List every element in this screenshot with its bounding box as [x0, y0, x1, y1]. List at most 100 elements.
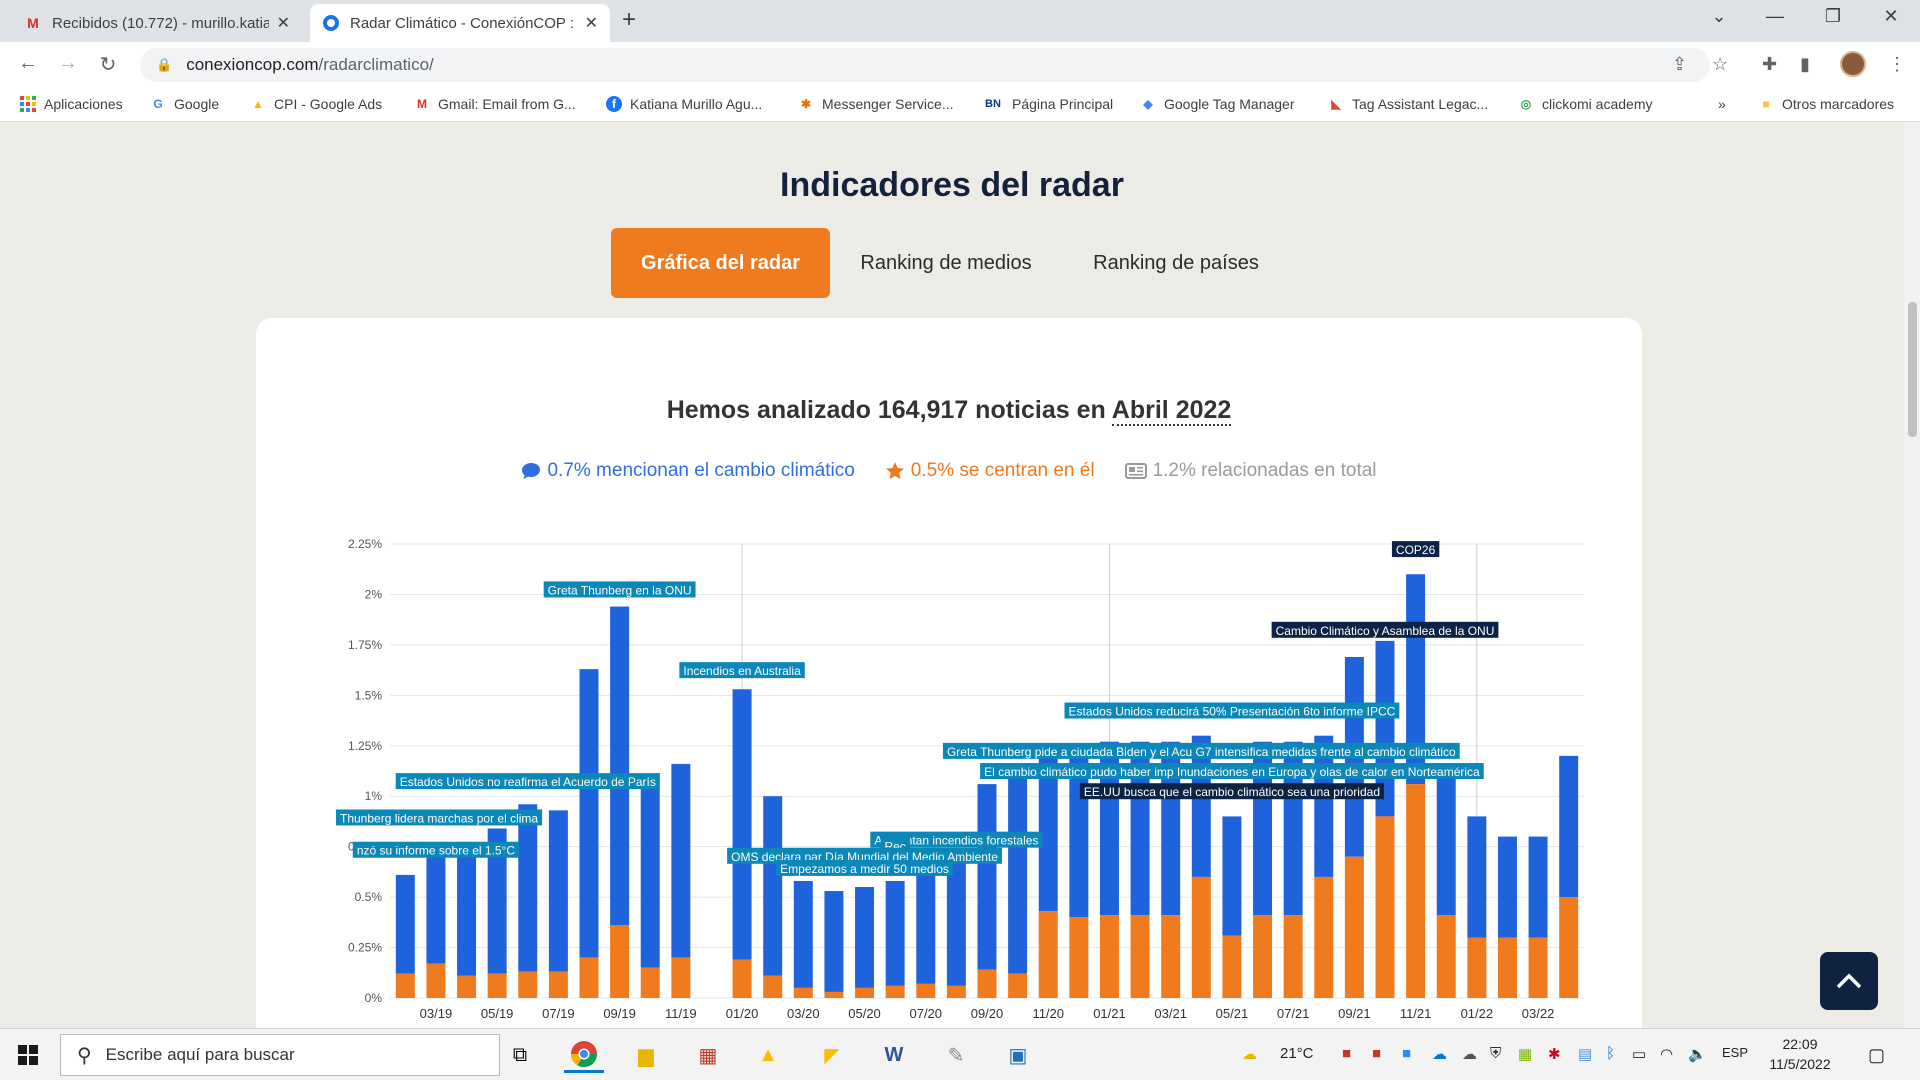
- chrome-app-icon[interactable]: [564, 1037, 604, 1073]
- weather-icon[interactable]: ☁: [1242, 1046, 1257, 1063]
- bar-segment-focus: [946, 985, 966, 998]
- bookmark-google[interactable]: G Google: [150, 96, 219, 112]
- bar-segment-mentions: [916, 868, 936, 984]
- onedrive-icon[interactable]: ☁: [1432, 1046, 1447, 1063]
- tray-app-icon[interactable]: ▤: [1578, 1046, 1593, 1063]
- bar-segment-mentions: [732, 689, 752, 960]
- star-icon: [885, 462, 904, 479]
- bookmark-tag-assistant[interactable]: ◣ Tag Assistant Legac...: [1328, 96, 1488, 112]
- bar-segment-mentions: [946, 858, 966, 986]
- onedrive-personal-icon[interactable]: ☁: [1462, 1046, 1477, 1063]
- bar-segment-focus: [916, 983, 936, 998]
- bookmark-messenger[interactable]: ✱ Messenger Service...: [798, 96, 954, 112]
- reload-icon[interactable]: ↻: [99, 54, 117, 76]
- headline-prefix: Hemos analizado 164,917 noticias en: [666, 396, 1106, 424]
- paint-app-icon[interactable]: ✎: [947, 1044, 965, 1067]
- more-bookmarks-button[interactable]: »: [1718, 96, 1726, 112]
- browser-menu-icon[interactable]: ⋮: [1888, 54, 1906, 74]
- file-explorer-icon[interactable]: ▆: [638, 1044, 654, 1067]
- annotation-box: [1271, 621, 1499, 638]
- tab-radar-chart[interactable]: Gráfica del radar: [611, 228, 830, 298]
- photos-app-icon[interactable]: ▣: [1008, 1044, 1028, 1067]
- windows-start-icon[interactable]: [18, 1045, 38, 1065]
- browser-tab-gmail[interactable]: M Recibidos (10.772) - murillo.katia ✕: [12, 4, 302, 42]
- y-tick-label: 0%: [365, 991, 383, 1005]
- google-icon: G: [153, 97, 163, 111]
- bar-segment-mentions: [855, 887, 875, 988]
- bookmark-label: Google: [174, 96, 220, 112]
- bar-segment-mentions: [1008, 772, 1028, 974]
- restore-icon[interactable]: ❐: [1824, 6, 1842, 26]
- notifications-icon[interactable]: ▢: [1868, 1045, 1886, 1065]
- tray-app-icon[interactable]: ■: [1342, 1045, 1352, 1062]
- bookmark-tag-manager[interactable]: ◆ Google Tag Manager: [1140, 96, 1294, 112]
- bar-segment-mentions: [518, 804, 538, 972]
- battery-icon[interactable]: ▭: [1632, 1046, 1647, 1063]
- tray-app-icon[interactable]: ▦: [1518, 1046, 1533, 1063]
- other-bookmarks[interactable]: ■ Otros marcadores: [1758, 96, 1894, 112]
- bar-segment-focus: [1559, 897, 1579, 998]
- tab-search-icon[interactable]: ⌄: [1711, 6, 1727, 26]
- tag-assistant-icon: ◣: [1331, 97, 1341, 111]
- wifi-icon[interactable]: ◠: [1660, 1046, 1674, 1063]
- close-tab-icon[interactable]: ✕: [276, 15, 290, 32]
- annotation-label: nzó su informe sobre el 1.5°C: [357, 844, 516, 858]
- bar-segment-focus: [640, 967, 660, 998]
- system-clock[interactable]: 22:09 11/5/2022: [1764, 1034, 1836, 1074]
- close-tab-icon[interactable]: ✕: [584, 15, 598, 32]
- bar-segment-focus: [1436, 915, 1456, 998]
- month-selector[interactable]: Abril 2022: [1111, 396, 1232, 426]
- extensions-icon[interactable]: ✚: [1762, 54, 1778, 74]
- bar-segment-mentions: [1559, 755, 1579, 898]
- bar-segment-focus: [793, 987, 813, 998]
- y-tick-label: 2.25%: [348, 538, 382, 551]
- tray-app-icon[interactable]: ✱: [1548, 1046, 1561, 1063]
- bookmark-star-icon[interactable]: ☆: [1712, 54, 1729, 74]
- volume-icon[interactable]: 🔈: [1688, 1046, 1707, 1063]
- tab-media-ranking[interactable]: Ranking de medios: [860, 251, 1032, 274]
- security-icon[interactable]: ⛨: [1490, 1045, 1502, 1062]
- tab-country-ranking[interactable]: Ranking de países: [1093, 251, 1259, 274]
- google-ads-app-icon[interactable]: ▲: [758, 1043, 778, 1066]
- bluetooth-icon[interactable]: ᛒ: [1606, 1045, 1616, 1062]
- bar-segment-mentions: [1497, 836, 1517, 938]
- back-icon[interactable]: ←: [18, 52, 38, 74]
- new-tab-button[interactable]: +: [622, 6, 637, 33]
- zoom-tray-icon[interactable]: ■: [1402, 1045, 1412, 1062]
- annotation-box: [870, 831, 1043, 848]
- window-close-icon[interactable]: ✕: [1883, 6, 1899, 26]
- office-app-icon[interactable]: ▦: [698, 1044, 718, 1067]
- bar-segment-focus: [1497, 937, 1517, 998]
- taskbar-search[interactable]: ⚲ Escribe aquí para buscar: [60, 1034, 500, 1076]
- address-bar[interactable]: 🔒 conexioncop.com/radarclimatico/: [140, 48, 1710, 82]
- language-indicator[interactable]: ESP: [1722, 1045, 1749, 1060]
- share-icon[interactable]: ⇪: [1672, 54, 1688, 74]
- tray-app-icon[interactable]: ■: [1372, 1045, 1382, 1062]
- bookmark-bn[interactable]: BN Página Principal: [982, 96, 1113, 112]
- scrollbar-thumb[interactable]: [1908, 302, 1917, 437]
- x-tick-label: 07/20: [909, 1006, 942, 1021]
- temperature[interactable]: 21°C: [1280, 1045, 1314, 1062]
- side-panel-icon[interactable]: ▮: [1800, 54, 1810, 74]
- bar-segment-mentions: [640, 788, 660, 968]
- scroll-to-top-button[interactable]: [1820, 952, 1878, 1010]
- bookmark-gmail[interactable]: M Gmail: Email from G...: [414, 96, 576, 112]
- bookmark-label: Gmail: Email from G...: [438, 96, 576, 112]
- tab-title: Radar Climático - ConexiónCOP :: [350, 14, 574, 32]
- page-scrollbar[interactable]: [1904, 122, 1920, 1028]
- word-app-icon[interactable]: W: [884, 1043, 904, 1066]
- task-view-icon[interactable]: ⧉: [512, 1043, 528, 1066]
- bookmark-facebook[interactable]: f Katiana Murillo Agu...: [606, 96, 762, 112]
- minimize-icon[interactable]: —: [1766, 6, 1784, 26]
- bookmark-apps[interactable]: Aplicaciones: [20, 96, 123, 112]
- indicator-tabs: Gráfica del radar Ranking de medios Rank…: [0, 228, 1904, 298]
- drive-app-icon[interactable]: ◤: [824, 1044, 840, 1067]
- bar-segment-mentions: [1222, 816, 1242, 936]
- browser-tab-radar[interactable]: Radar Climático - ConexiónCOP : ✕: [310, 4, 610, 42]
- bookmark-google-ads[interactable]: ▲ CPI - Google Ads: [250, 96, 382, 112]
- profile-avatar[interactable]: [1840, 51, 1866, 77]
- forward-icon[interactable]: →: [58, 52, 78, 74]
- bookmark-label: Tag Assistant Legac...: [1352, 96, 1489, 112]
- bookmark-clickomi[interactable]: ◎ clickomi academy: [1518, 96, 1653, 112]
- y-tick-label: 0.25%: [348, 941, 382, 955]
